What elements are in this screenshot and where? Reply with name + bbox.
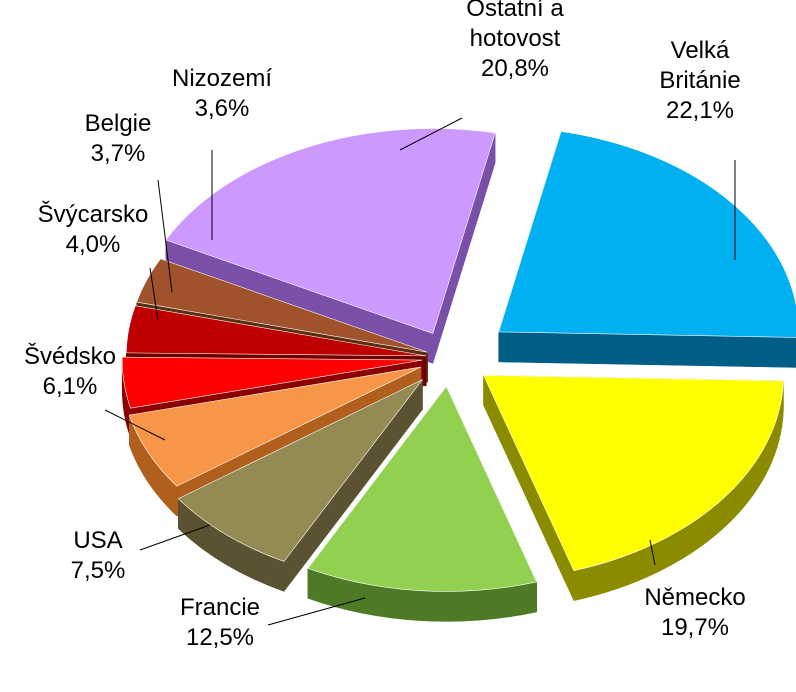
name-francie: Francie — [180, 594, 260, 621]
name-velka-britanie: Británie — [659, 67, 740, 94]
value-velka-britanie: 22,1% — [666, 97, 734, 124]
slice-labels: Velká Británie 22,1% Německo 19,7% Francie 12,… — [24, 0, 746, 651]
label-velka-britanie: Velká Británie 22,1% — [659, 37, 740, 124]
leader-lines — [104, 117, 736, 626]
label-nemecko: Německo 19,7% — [644, 584, 745, 641]
slice-top-velka-britanie — [498, 131, 796, 338]
slice-top-usa — [177, 379, 423, 562]
label-ostatni-a-hotovost: Ostatní a hotovost 20,8% — [466, 0, 564, 82]
value-nizozemi: 3,6% — [195, 95, 250, 122]
label-francie: Francie 12,5% — [180, 594, 260, 651]
slice-velka-britanie — [498, 131, 796, 368]
label-svedsko: Švédsko 6,1% — [24, 342, 116, 400]
leader-line-svedsko — [104, 409, 166, 441]
label-svycarsko: Švýcarsko 4,0% — [38, 200, 149, 258]
value-svedsko: 6,1% — [43, 373, 98, 400]
slice-top-nizozemi — [136, 258, 428, 353]
slice-edge-velka-britanie — [498, 331, 796, 368]
slice-top-francie — [307, 385, 538, 592]
slice-top-svycarsko — [121, 356, 423, 409]
pie-slices — [121, 128, 796, 622]
leader-line-svycarsko — [149, 267, 159, 321]
name-nizozemi: Nizozemí — [172, 65, 272, 92]
leader-line-belgie — [157, 179, 173, 293]
value-ostatni-a-hotovost: 20,8% — [481, 55, 549, 82]
name-svycarsko: Švýcarsko — [38, 200, 149, 228]
slice-usa — [177, 378, 423, 593]
name-ostatni-a-hotovost: hotovost — [470, 25, 561, 52]
name-ostatni-a-hotovost: Ostatní a — [466, 0, 564, 22]
leader-line-usa — [139, 524, 211, 551]
name-belgie: Belgie — [85, 110, 152, 137]
slice-top-svedsko — [128, 366, 422, 487]
slice-francie — [307, 385, 538, 622]
name-usa: USA — [73, 527, 122, 554]
leader-line-francie — [267, 597, 366, 626]
slice-top-ostatni-a-hotovost — [165, 128, 496, 334]
value-svycarsko: 4,0% — [66, 231, 121, 258]
value-francie: 12,5% — [186, 624, 254, 651]
name-velka-britanie: Velká — [671, 37, 730, 64]
slice-nemecko — [483, 374, 784, 601]
label-belgie: Belgie 3,7% — [85, 110, 152, 167]
value-nemecko: 19,7% — [661, 614, 729, 641]
name-svedsko: Švédsko — [24, 342, 116, 370]
name-nemecko: Německo — [644, 584, 745, 611]
leader-line-nemecko — [649, 539, 656, 566]
slice-top-nemecko — [483, 374, 784, 572]
label-usa: USA 7,5% — [71, 527, 126, 584]
value-usa: 7,5% — [71, 557, 126, 584]
value-belgie: 3,7% — [91, 140, 146, 167]
leader-line-ostatni-a-hotovost — [399, 117, 463, 151]
label-nizozemi: Nizozemí 3,6% — [172, 65, 272, 122]
slice-top-belgie — [125, 305, 427, 357]
